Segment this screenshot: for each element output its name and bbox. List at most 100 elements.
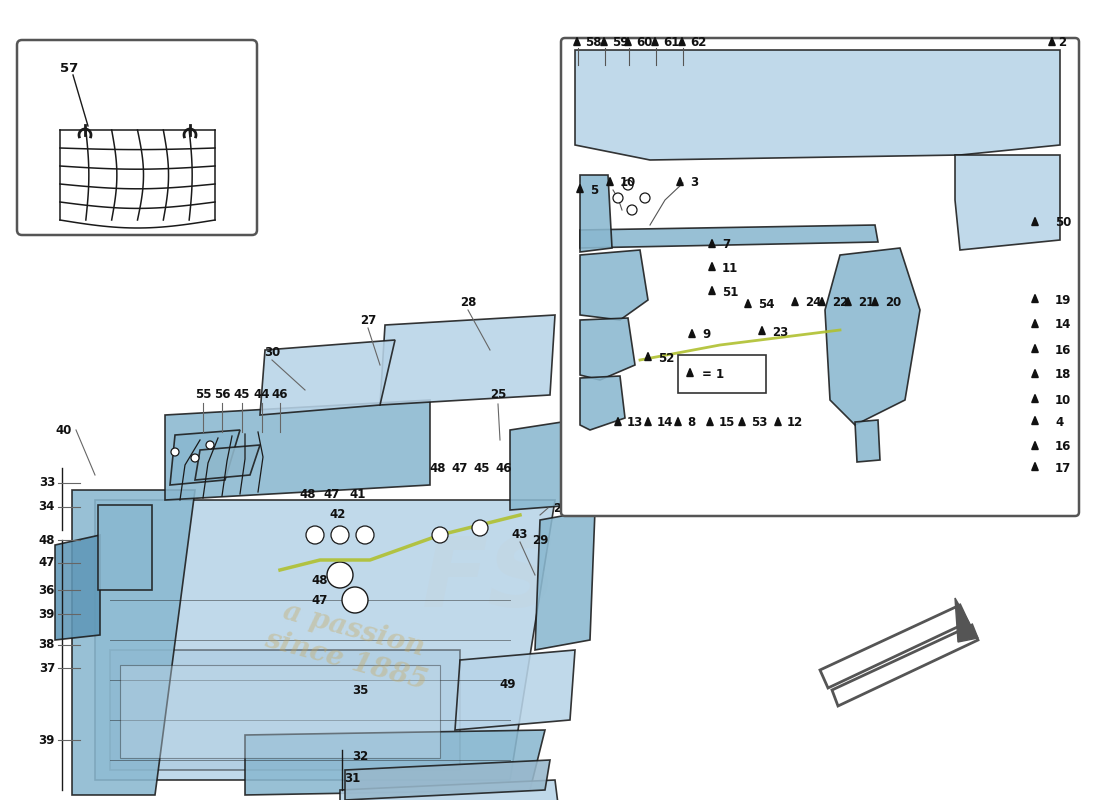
Polygon shape — [820, 605, 968, 688]
Text: 62: 62 — [690, 37, 706, 50]
Text: 60: 60 — [636, 37, 652, 50]
Text: 12: 12 — [786, 417, 803, 430]
Polygon shape — [1032, 394, 1038, 402]
Circle shape — [342, 587, 369, 613]
Polygon shape — [818, 298, 825, 306]
Polygon shape — [759, 326, 766, 334]
Circle shape — [640, 193, 650, 203]
Polygon shape — [1032, 294, 1038, 302]
Polygon shape — [706, 418, 713, 426]
Text: 39: 39 — [39, 607, 55, 621]
Circle shape — [356, 526, 374, 544]
Text: 15: 15 — [719, 417, 736, 430]
Text: 48: 48 — [430, 462, 447, 474]
Text: 51: 51 — [722, 286, 738, 298]
Polygon shape — [1032, 319, 1038, 327]
Polygon shape — [455, 650, 575, 730]
Polygon shape — [580, 376, 625, 430]
Polygon shape — [676, 178, 683, 186]
Text: 5: 5 — [590, 183, 598, 197]
Text: 40: 40 — [56, 423, 72, 437]
Text: 41: 41 — [350, 489, 366, 502]
Text: 48: 48 — [299, 489, 317, 502]
Text: 44: 44 — [254, 389, 271, 402]
Polygon shape — [340, 780, 560, 800]
Polygon shape — [98, 505, 152, 590]
Polygon shape — [1032, 462, 1038, 470]
Circle shape — [613, 193, 623, 203]
Text: 35: 35 — [352, 683, 368, 697]
Text: 2: 2 — [1058, 37, 1066, 50]
Polygon shape — [535, 510, 595, 650]
Circle shape — [191, 454, 199, 462]
Polygon shape — [686, 369, 693, 377]
Polygon shape — [576, 185, 583, 193]
Text: 27: 27 — [360, 314, 376, 326]
Text: 59: 59 — [612, 37, 628, 50]
Text: = 1: = 1 — [702, 367, 724, 381]
Polygon shape — [1032, 417, 1038, 425]
Text: 36: 36 — [39, 583, 55, 597]
Polygon shape — [625, 38, 631, 46]
Text: 10: 10 — [1055, 394, 1071, 406]
Polygon shape — [708, 286, 715, 294]
Polygon shape — [832, 625, 978, 706]
Text: 11: 11 — [722, 262, 738, 274]
Polygon shape — [715, 358, 722, 366]
Text: 57: 57 — [60, 62, 78, 74]
Text: 9: 9 — [702, 329, 711, 342]
Text: 50: 50 — [1055, 217, 1071, 230]
Circle shape — [331, 526, 349, 544]
Polygon shape — [745, 299, 751, 307]
Polygon shape — [645, 353, 651, 361]
Circle shape — [206, 441, 214, 449]
Polygon shape — [792, 298, 799, 306]
FancyBboxPatch shape — [561, 38, 1079, 516]
Polygon shape — [601, 38, 607, 46]
Text: 47: 47 — [452, 462, 469, 474]
Text: 16: 16 — [1055, 343, 1071, 357]
Text: 25: 25 — [490, 389, 506, 402]
Text: 23: 23 — [772, 326, 789, 338]
Polygon shape — [260, 340, 395, 415]
Polygon shape — [615, 418, 622, 426]
Text: 31: 31 — [344, 771, 360, 785]
Polygon shape — [825, 248, 920, 425]
Polygon shape — [651, 38, 658, 46]
Text: 32: 32 — [352, 750, 368, 763]
Text: 48: 48 — [39, 534, 55, 546]
Polygon shape — [955, 598, 978, 642]
Polygon shape — [1032, 370, 1038, 378]
Text: 46: 46 — [272, 389, 288, 402]
Polygon shape — [510, 420, 575, 510]
Text: 55: 55 — [195, 389, 211, 402]
Text: 7: 7 — [722, 238, 730, 251]
Polygon shape — [845, 298, 851, 306]
Polygon shape — [120, 665, 440, 758]
Text: 47: 47 — [39, 557, 55, 570]
Polygon shape — [679, 38, 685, 46]
Polygon shape — [580, 250, 648, 320]
Text: 22: 22 — [832, 297, 848, 310]
Text: 46: 46 — [496, 462, 513, 474]
Circle shape — [170, 448, 179, 456]
Polygon shape — [1032, 345, 1038, 353]
Polygon shape — [379, 315, 556, 405]
Text: 42: 42 — [330, 509, 346, 522]
Polygon shape — [708, 262, 715, 270]
Polygon shape — [72, 490, 195, 795]
Text: 61: 61 — [663, 37, 680, 50]
Text: 45: 45 — [233, 389, 251, 402]
Polygon shape — [55, 535, 100, 640]
Circle shape — [472, 520, 488, 536]
Polygon shape — [674, 418, 681, 426]
Text: 18: 18 — [1055, 369, 1071, 382]
Text: a passion
since 1885: a passion since 1885 — [262, 595, 439, 694]
Text: 3: 3 — [690, 177, 698, 190]
Circle shape — [327, 562, 353, 588]
Polygon shape — [607, 178, 614, 186]
Text: 29: 29 — [532, 534, 549, 546]
Polygon shape — [580, 225, 878, 248]
Polygon shape — [345, 760, 550, 800]
Text: 16: 16 — [1055, 441, 1071, 454]
